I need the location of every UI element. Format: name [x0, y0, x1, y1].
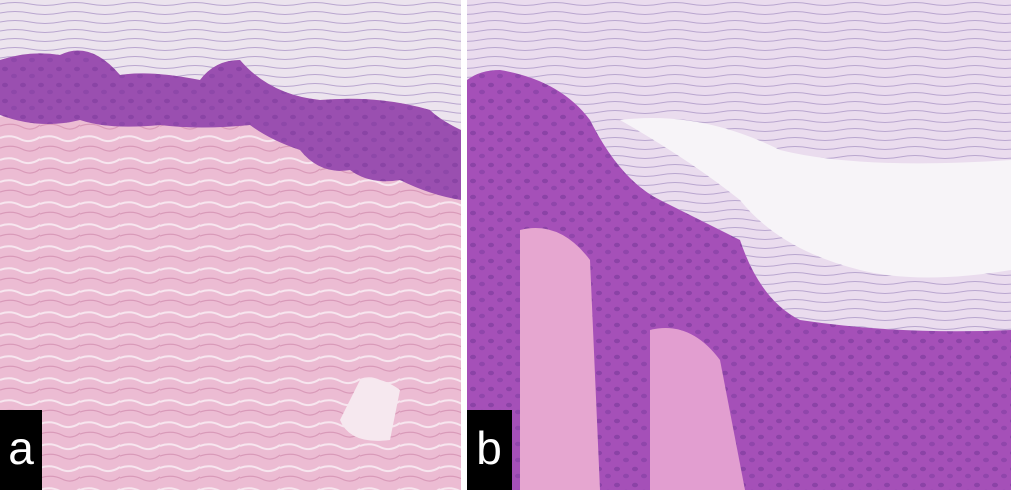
panel-b-image [467, 0, 1011, 490]
panel-a-image [0, 0, 461, 490]
panel-label: b [476, 422, 502, 474]
panel-label: a [8, 422, 34, 474]
label-box [467, 410, 512, 490]
label-box [0, 410, 42, 490]
